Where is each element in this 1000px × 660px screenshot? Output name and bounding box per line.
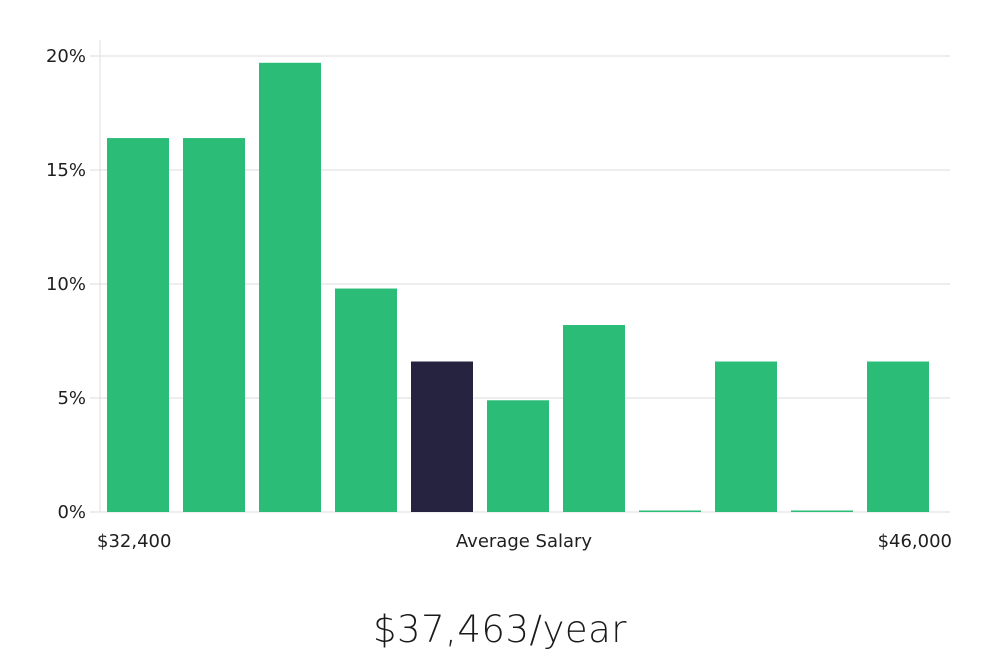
y-tick-label: 20% — [46, 46, 86, 67]
bar — [107, 138, 169, 513]
bar-average — [411, 361, 473, 512]
y-tick-label: 5% — [57, 388, 86, 409]
salary-histogram: 0% 5% 10% 15% 20% $32,400 Average Salary $46… — [46, 40, 952, 552]
y-tick-label: 15% — [46, 160, 86, 181]
bar — [335, 288, 397, 512]
bar — [487, 400, 549, 512]
bar — [715, 361, 777, 512]
bars — [107, 62, 929, 513]
average-salary-value: $37,463/year — [372, 608, 627, 651]
x-max-label: $46,000 — [878, 531, 952, 552]
y-tick-label: 10% — [46, 274, 86, 295]
bar — [563, 325, 625, 512]
x-axis-label: Average Salary — [456, 531, 593, 552]
bar — [867, 361, 929, 512]
bar — [639, 510, 701, 512]
bar — [183, 138, 245, 513]
bar — [259, 62, 321, 513]
y-tick-label: 0% — [57, 502, 86, 523]
bar — [791, 510, 853, 512]
x-min-label: $32,400 — [97, 531, 171, 552]
y-axis-ticks: 0% 5% 10% 15% 20% — [46, 46, 86, 523]
